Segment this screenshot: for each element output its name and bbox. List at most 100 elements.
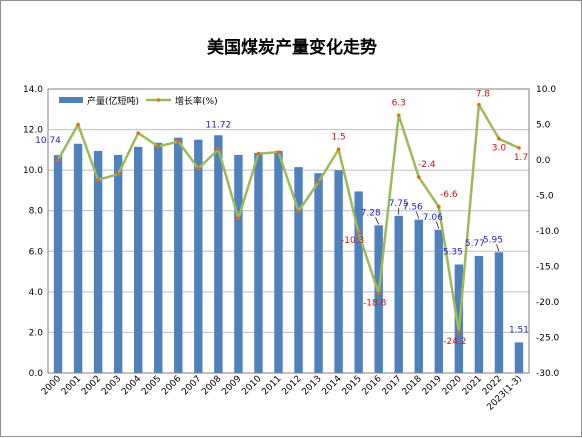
right-axis-tick-label: -10.0 [536, 227, 560, 237]
growth-point [196, 166, 201, 171]
bar [113, 154, 123, 373]
bar [154, 142, 163, 373]
growth-value-label: 1.7 [514, 153, 528, 163]
x-axis-tick-label: 2005 [140, 374, 163, 397]
x-axis-tick-label: 2013 [300, 374, 323, 397]
growth-point [76, 122, 80, 127]
x-axis-tick-label: 2004 [120, 374, 143, 397]
bar-value-label: 5.95 [483, 235, 503, 245]
growth-value-label: -24.2 [443, 337, 466, 347]
bar [254, 152, 263, 373]
bar [514, 342, 524, 373]
left-axis-tick-label: 14.0 [23, 85, 43, 95]
growth-line [56, 103, 520, 334]
right-axis-tick-label: 10.0 [536, 85, 556, 95]
bar [133, 146, 143, 373]
left-axis-tick-label: 12.0 [23, 126, 43, 136]
bar [73, 143, 83, 373]
label-leader [416, 211, 420, 219]
bar-value-label: 7.56 [403, 203, 423, 213]
growth-point [396, 113, 401, 118]
label-leader [436, 221, 440, 229]
x-axis-tick-label: 2015 [340, 374, 363, 397]
bar-value-label: 5.35 [443, 247, 463, 257]
growth-point [517, 146, 521, 150]
growth-point [256, 151, 261, 156]
bar-value-label: 7.06 [423, 213, 443, 223]
bar [53, 155, 63, 373]
legend-bar-swatch [59, 97, 83, 103]
right-axis-tick-label: -15.0 [536, 263, 560, 273]
bar [314, 173, 323, 373]
growth-point [437, 205, 441, 209]
growth-value-label: -2.4 [418, 160, 436, 170]
x-axis-tick-label: 2016 [361, 374, 384, 397]
right-axis-tick-label: -25.0 [536, 334, 560, 344]
growth-point [416, 175, 421, 179]
bar [354, 191, 363, 373]
left-axis-tick-label: 4.0 [29, 288, 44, 298]
growth-point [457, 330, 461, 334]
growth-value-label: -10.3 [341, 236, 364, 246]
growth-value-label: -6.6 [440, 190, 458, 200]
bar [394, 215, 403, 373]
legend-line-marker [156, 98, 161, 102]
growth-value-label: 6.3 [392, 98, 406, 108]
bar [434, 229, 444, 373]
growth-point [236, 216, 241, 221]
left-axis-tick-label: 8.0 [29, 207, 44, 217]
growth-value-label: 3.0 [492, 144, 507, 154]
grid-lines [48, 88, 529, 374]
label-leader [375, 217, 380, 225]
x-axis-tick-label: 2012 [280, 374, 303, 397]
bar [494, 252, 504, 373]
right-axis-tick-label: -20.0 [536, 298, 560, 308]
right-axis-tick-label: 0.0 [536, 156, 551, 166]
left-axis-tick-label: 6.0 [29, 247, 44, 257]
bar-value-label: 7.75 [389, 199, 409, 209]
bar [414, 219, 423, 373]
growth-point [376, 291, 381, 296]
x-axis-tick-label: 2014 [320, 374, 343, 397]
growth-point [276, 150, 281, 154]
growth-value-label: -18.8 [363, 298, 387, 308]
bar-series [53, 135, 524, 373]
x-axis-tick-label: 2010 [240, 374, 263, 397]
x-axis-tick-label: 2018 [401, 374, 424, 397]
x-axis-tick-label: 2002 [80, 374, 103, 397]
bar-value-label: 7.28 [361, 208, 381, 218]
chart-title: 美国煤炭产量变化走势 [207, 37, 377, 58]
bar [374, 225, 383, 373]
growth-point [56, 158, 60, 162]
legend: 产量(亿短吨) 增长率(%) [59, 95, 218, 107]
growth-point [296, 209, 301, 213]
bar-value-label: 11.72 [205, 120, 231, 130]
bar [474, 255, 484, 373]
growth-point [116, 172, 120, 176]
right-axis-tick-label: -5.0 [536, 192, 554, 202]
plot-area-border [47, 88, 530, 374]
left-axis-tick-label: 10.0 [23, 166, 43, 176]
x-axis-tick-label: 2009 [220, 374, 243, 397]
data-labels: 10.74 11.72 7.28 7.757.567.06 5.355.775.95 1.… [35, 90, 529, 347]
left-axis-tick-label: 2.0 [29, 328, 44, 338]
right-axis-tick-label: -30.0 [536, 369, 560, 379]
x-axis-tick-label: 2019 [421, 374, 444, 397]
x-axis-tick-label: 2020 [441, 374, 464, 397]
x-axis-tick-label: 2001 [60, 374, 83, 397]
growth-value-label: 1.5 [331, 132, 345, 142]
x-axis-tick-label: 2021 [461, 374, 484, 397]
bar-value-label: 10.74 [35, 136, 61, 146]
growth-point [216, 147, 221, 152]
growth-point [136, 131, 140, 135]
bar [234, 154, 243, 373]
growth-point [156, 144, 161, 149]
x-axis-tick-label: 2000 [40, 374, 63, 397]
x-axis-tick-label: 2003 [100, 374, 123, 397]
growth-point [176, 139, 181, 144]
growth-point [96, 178, 100, 182]
growth-point [477, 102, 481, 107]
growth-point [497, 136, 501, 141]
